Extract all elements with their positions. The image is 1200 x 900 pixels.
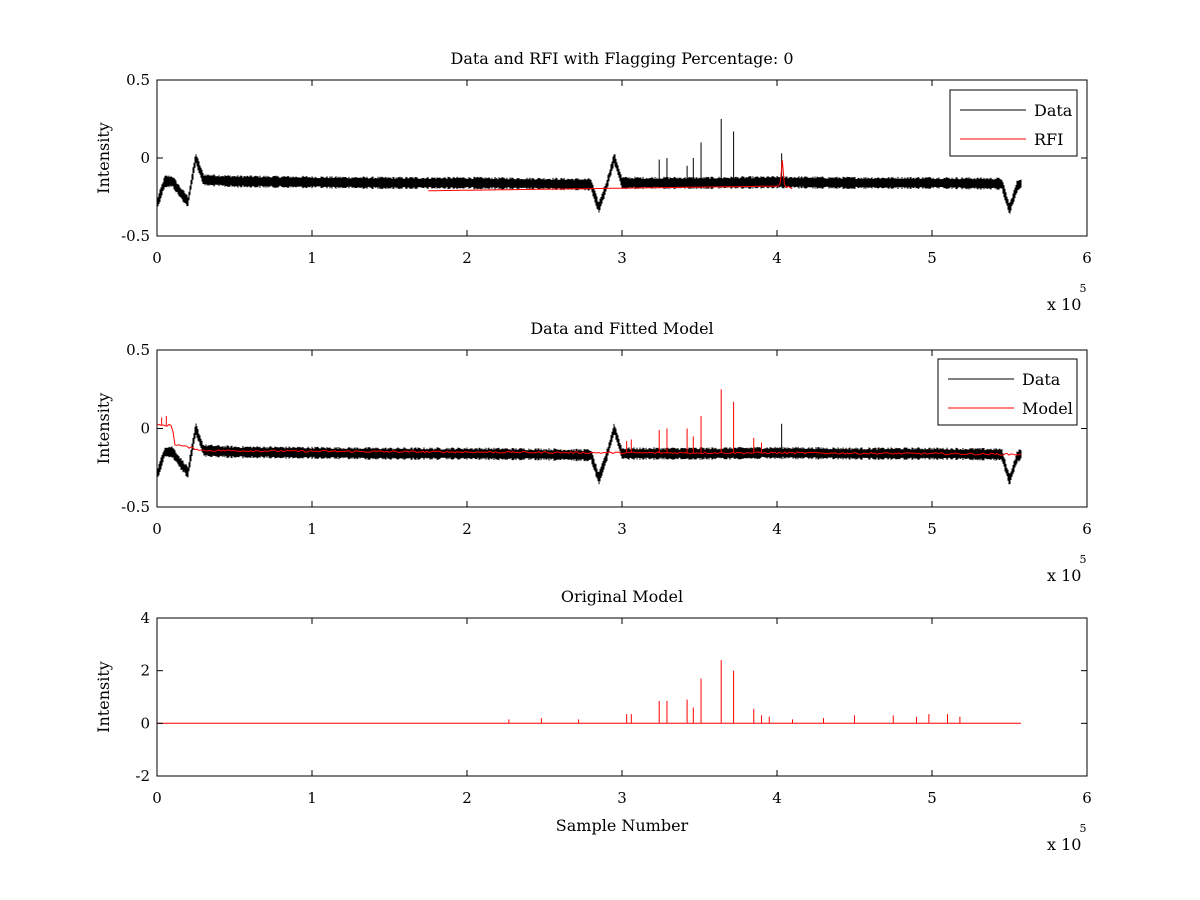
- x-multiplier: x 10: [1047, 295, 1081, 314]
- y-tick-label: 0: [140, 714, 150, 732]
- x-tick-label: 4: [772, 520, 782, 538]
- x-tick-label: 3: [617, 520, 627, 538]
- x-tick-label: 2: [462, 520, 472, 538]
- x-tick-label: 1: [307, 789, 317, 807]
- y-tick-label: -0.5: [121, 227, 150, 245]
- y-tick-label: -0.5: [121, 498, 150, 516]
- x-multiplier: x 10: [1047, 835, 1081, 854]
- y-tick-label: 2: [140, 662, 150, 680]
- legend-label: RFI: [1034, 130, 1063, 149]
- plot-area: [157, 119, 1022, 214]
- series-line: [157, 154, 1022, 214]
- x-tick-label: 4: [772, 789, 782, 807]
- x-tick-label: 2: [462, 249, 472, 267]
- x-tick-label: 5: [927, 789, 937, 807]
- chart-title: Data and Fitted Model: [530, 319, 713, 338]
- y-tick-label: 0: [140, 420, 150, 438]
- x-tick-label: 0: [152, 249, 162, 267]
- series-rfi: [428, 160, 793, 192]
- legend-label: Data: [1022, 370, 1061, 389]
- axes-box: [156, 79, 1088, 237]
- y-tick-label: 0.5: [126, 341, 150, 359]
- x-exponent: 5: [1080, 282, 1087, 295]
- legend: Data RFI: [949, 89, 1078, 157]
- x-tick-label: 0: [152, 520, 162, 538]
- x-tick-label: 6: [1082, 249, 1092, 267]
- x-tick-label: 3: [617, 789, 627, 807]
- legend-box: [949, 89, 1078, 157]
- series-line: [157, 423, 1022, 456]
- x-exponent: 5: [1080, 553, 1087, 566]
- legend-box: [937, 358, 1078, 426]
- legend-label: Data: [1034, 101, 1073, 120]
- x-tick-label: 4: [772, 249, 782, 267]
- x-tick-label: 5: [927, 249, 937, 267]
- y-axis-label: Intensity: [94, 393, 113, 465]
- plot-area: [157, 660, 1021, 724]
- y-axis-label: Intensity: [94, 661, 113, 733]
- x-exponent: 5: [1080, 822, 1087, 835]
- axes-box: [156, 349, 1088, 508]
- y-tick-label: 0.5: [126, 71, 150, 89]
- x-multiplier: x 10: [1047, 566, 1081, 585]
- legend-label: Model: [1022, 399, 1073, 418]
- y-tick-label: -2: [135, 767, 150, 785]
- axes-box: [156, 617, 1088, 777]
- x-tick-label: 0: [152, 789, 162, 807]
- plot-area: [157, 389, 1022, 485]
- x-tick-label: 3: [617, 249, 627, 267]
- series-model: [157, 389, 1022, 456]
- x-axis-label: Sample Number: [556, 816, 689, 835]
- series-line: [428, 160, 793, 192]
- chart-title: Data and RFI with Flagging Percentage: 0: [450, 49, 793, 68]
- legend: Data Model: [937, 358, 1078, 426]
- x-tick-label: 2: [462, 789, 472, 807]
- x-tick-label: 1: [307, 520, 317, 538]
- x-tick-label: 6: [1082, 520, 1092, 538]
- x-tick-label: 5: [927, 520, 937, 538]
- x-tick-label: 6: [1082, 789, 1092, 807]
- chart-title: Original Model: [561, 587, 683, 606]
- y-axis-label: Intensity: [94, 122, 113, 194]
- y-tick-label: 0: [140, 149, 150, 167]
- y-tick-label: 4: [140, 609, 150, 627]
- series-original-model: [157, 660, 1021, 724]
- x-tick-label: 1: [307, 249, 317, 267]
